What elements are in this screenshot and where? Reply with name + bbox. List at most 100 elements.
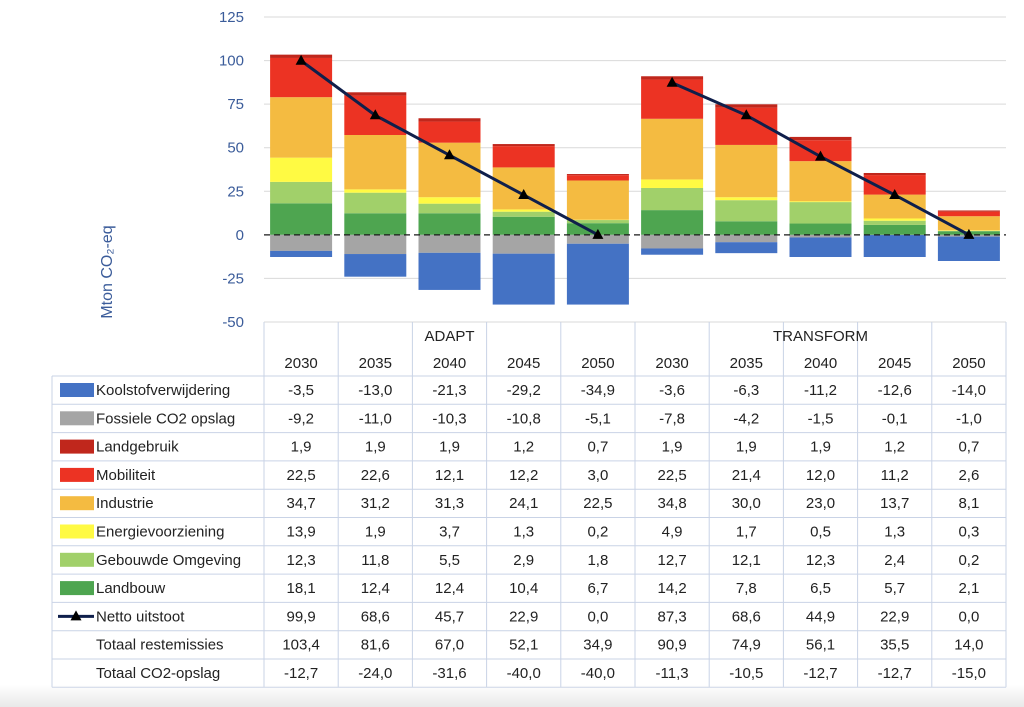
- data-label: -5,1: [585, 410, 611, 427]
- row-label-netto-uitstoot: Netto uitstoot: [96, 608, 185, 625]
- y-tick-label: 75: [227, 96, 244, 113]
- bar-landbouw: [270, 203, 333, 235]
- y-axis-ticks: -50 -25 0 25 50 75 100 125: [219, 9, 244, 331]
- data-label: 52,1: [509, 637, 538, 654]
- bar-energievoorziening: [344, 189, 407, 193]
- bar-gebouwde-omgeving: [863, 220, 926, 225]
- x-tick-label: 2035: [730, 355, 763, 372]
- data-label: 0,7: [587, 439, 608, 456]
- bar-energievoorziening: [789, 201, 852, 203]
- bar-koolstofverwijdering: [270, 250, 333, 257]
- y-tick-label: 100: [219, 53, 244, 70]
- bar-landbouw: [492, 216, 555, 235]
- data-label: -3,5: [288, 382, 314, 399]
- bar-industrie: [492, 167, 555, 210]
- data-label: 14,2: [657, 580, 686, 597]
- line-marker: [295, 54, 307, 65]
- line-marker: [963, 228, 975, 239]
- data-label: 3,0: [587, 467, 608, 484]
- data-label: 12,3: [806, 552, 835, 569]
- bar-landgebruik: [418, 118, 481, 122]
- data-label: -34,9: [581, 382, 615, 399]
- bar-landgebruik: [715, 104, 778, 108]
- bar-gebouwde-omgeving: [418, 203, 481, 214]
- data-label: 22,6: [361, 467, 390, 484]
- data-label: -7,8: [659, 410, 685, 427]
- bar-landbouw: [344, 213, 407, 235]
- data-label: 12,3: [286, 552, 315, 569]
- data-label: -14,0: [952, 382, 986, 399]
- data-label: 22,9: [509, 608, 538, 625]
- row-label-industrie: Industrie: [96, 495, 154, 512]
- data-label: 12,7: [657, 552, 686, 569]
- data-label: 81,6: [361, 637, 390, 654]
- bar-energievoorziening: [418, 197, 481, 204]
- bar-mobiliteit: [863, 175, 926, 195]
- bar-koolstofverwijdering: [863, 235, 926, 257]
- data-label: 22,5: [657, 467, 686, 484]
- data-label: 11,8: [361, 552, 389, 569]
- y-tick-label: 25: [227, 183, 244, 200]
- data-label: 4,9: [662, 524, 683, 541]
- data-label: 34,7: [286, 495, 315, 512]
- data-label: 14,0: [954, 637, 983, 654]
- y-tick-label: 0: [236, 227, 244, 244]
- bar-fossiele-co2-opslag: [270, 234, 333, 251]
- data-label: 3,7: [439, 524, 460, 541]
- data-label: 0,2: [958, 552, 979, 569]
- data-label: 1,9: [291, 439, 312, 456]
- legend-swatch-gebouwde-omgeving: [60, 552, 94, 567]
- group-label-transform: TRANSFORM: [773, 328, 868, 345]
- legend-swatch-koolstofverwijdering: [60, 383, 94, 397]
- data-label: 1,7: [736, 524, 757, 541]
- data-label: 11,2: [881, 467, 909, 484]
- bar-mobiliteit: [937, 211, 1000, 217]
- legend-swatch-mobiliteit: [60, 467, 94, 482]
- row-label-landbouw: Landbouw: [96, 580, 165, 597]
- line-marker: [369, 109, 381, 120]
- bar-landbouw: [715, 221, 778, 235]
- bar-energievoorziening: [715, 197, 778, 201]
- legend-swatch-industrie: [60, 496, 94, 511]
- y-tick-label: -25: [222, 270, 244, 287]
- data-label: 90,9: [657, 637, 686, 654]
- data-label: -12,7: [284, 665, 318, 682]
- data-label: 2,6: [958, 467, 979, 484]
- data-label: 1,2: [884, 439, 905, 456]
- netto-uitstoot-line: [295, 54, 975, 239]
- data-label: -10,5: [729, 665, 763, 682]
- data-label: 13,7: [880, 495, 909, 512]
- data-label: -3,6: [659, 382, 685, 399]
- bar-fossiele-co2-opslag: [418, 234, 481, 253]
- y-tick-label: 50: [227, 140, 244, 157]
- data-label: 34,8: [657, 495, 686, 512]
- data-label: -29,2: [507, 382, 541, 399]
- row-label-totaal-restemissies: Totaal restemissies: [96, 637, 224, 654]
- data-table: ADAPT 2030 2035 2040 2045 2050 TRANSFORM 2030 20…: [51, 322, 1007, 688]
- legend-swatch-fossiele-co2-opslag: [60, 411, 94, 426]
- line-marker: [444, 149, 455, 160]
- data-label: -9,2: [288, 410, 314, 427]
- bar-industrie: [641, 118, 704, 180]
- bar-gebouwde-omgeving: [789, 202, 852, 224]
- bar-industrie: [566, 180, 629, 220]
- x-tick-label: 2030: [284, 355, 317, 372]
- data-label: 68,6: [732, 608, 761, 625]
- bar-koolstofverwijdering: [344, 254, 407, 277]
- data-label: -40,0: [507, 665, 541, 682]
- bar-landgebruik: [492, 144, 555, 147]
- bar-koolstofverwijdering: [641, 248, 704, 255]
- data-label: 12,1: [732, 552, 761, 569]
- row-label-totaal-co2-opslag: Totaal CO2-opslag: [96, 665, 220, 682]
- data-label: 0,2: [587, 524, 608, 541]
- data-label: 1,9: [810, 439, 831, 456]
- line-marker: [592, 228, 604, 239]
- data-label: 12,0: [806, 467, 835, 484]
- data-label: 1,9: [365, 439, 386, 456]
- data-label: 6,7: [587, 580, 608, 597]
- data-label: 99,9: [286, 608, 315, 625]
- data-label: 7,8: [736, 580, 757, 597]
- data-label: 6,5: [810, 580, 831, 597]
- data-label: 10,4: [509, 580, 538, 597]
- bar-landgebruik: [566, 174, 629, 176]
